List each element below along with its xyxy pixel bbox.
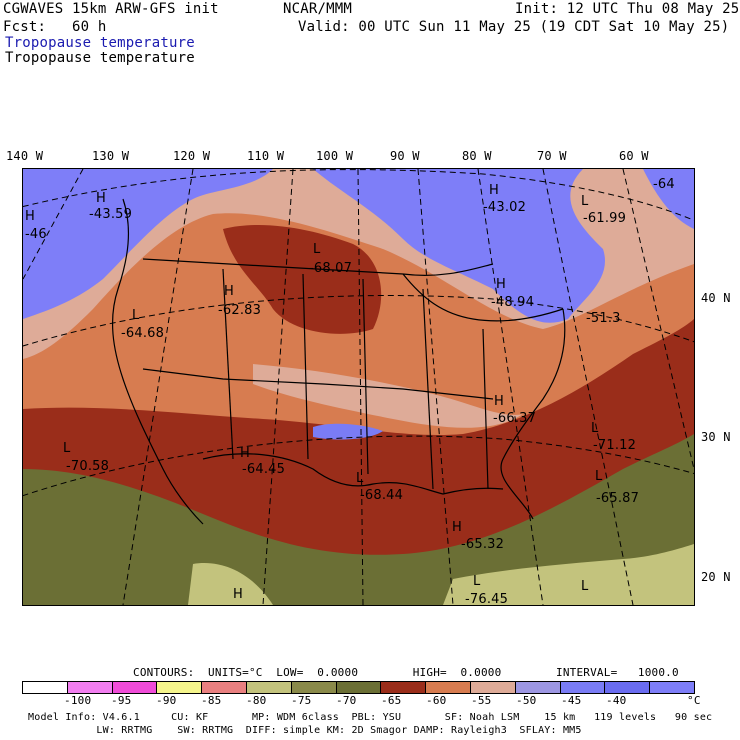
contour-value: -66.37 xyxy=(493,411,537,426)
high-marker: H xyxy=(240,446,250,461)
colorbar-label: -75 xyxy=(291,694,312,707)
contours-info: CONTOURS: UNITS=°C LOW= 0.0000 HIGH= 0.0… xyxy=(133,666,679,679)
colorbar-label: -90 xyxy=(156,694,177,707)
low-marker: L xyxy=(581,579,589,594)
field-pale-streak xyxy=(253,364,523,428)
contour-value: -61.99 xyxy=(583,211,627,226)
colorbar-swatch xyxy=(112,682,158,693)
colorbar-swatch xyxy=(426,682,471,693)
lon-label: 60 W xyxy=(619,149,649,163)
contour-value: -68.07 xyxy=(309,261,353,276)
contour-value: -71.12 xyxy=(593,438,637,453)
colorbar-swatch xyxy=(605,682,651,693)
colorbar-label: -85 xyxy=(201,694,222,707)
field-darkred-plains xyxy=(223,224,382,334)
model-info-line2: LW: RRTMG SW: RRTMG DIFF: simple KM: 2D … xyxy=(28,725,582,736)
low-marker: L xyxy=(63,441,71,456)
lon-label: 90 W xyxy=(390,149,420,163)
low-marker: L xyxy=(132,308,140,323)
contour-value: -68.44 xyxy=(360,488,404,503)
contour-value: -64.45 xyxy=(242,462,286,477)
colorbar-swatch xyxy=(23,682,68,693)
colorbar-label: -95 xyxy=(111,694,132,707)
low-marker: L xyxy=(313,242,321,257)
init-time: Init: 12 UTC Thu 08 May 25 xyxy=(515,1,740,17)
low-marker: L xyxy=(595,469,603,484)
colorbar xyxy=(22,681,695,694)
tropopause-temperature-map: H -43.59 H -46 H -43.02 L -61.99 -64 L -… xyxy=(22,168,695,606)
colorbar-label: -65 xyxy=(381,694,402,707)
field-purple-tx xyxy=(313,423,383,440)
model-info-line1: Model Info: V4.6.1 CU: KF MP: WDM 6class… xyxy=(28,712,713,723)
colorbar-swatch xyxy=(650,682,694,693)
low-marker: L xyxy=(581,194,589,209)
low-marker: L xyxy=(473,574,481,589)
contour-value: -51.3 xyxy=(586,311,621,326)
field-title-blue: Tropopause temperature xyxy=(5,35,195,51)
lon-label: 70 W xyxy=(537,149,567,163)
lon-label: 110 W xyxy=(247,149,285,163)
contour-value: -76.45 xyxy=(465,592,509,606)
field-title-black: Tropopause temperature xyxy=(5,50,195,66)
lon-label: 140 W xyxy=(6,149,44,163)
valid-time: Valid: 00 UTC Sun 11 May 25 (19 CDT Sat … xyxy=(298,19,730,35)
colorbar-unit: °C xyxy=(687,694,701,707)
contour-value: -43.02 xyxy=(483,200,527,215)
colorbar-swatch xyxy=(202,682,247,693)
colorbar-swatch xyxy=(291,682,337,693)
colorbar-label: -70 xyxy=(336,694,357,707)
high-marker: H xyxy=(25,209,35,224)
contour-value: -64 xyxy=(653,177,675,192)
field-purple-nw xyxy=(23,169,273,319)
colorbar-label: -55 xyxy=(471,694,492,707)
contour-value: -46 xyxy=(25,227,47,242)
field-purple-ne-far xyxy=(643,169,694,229)
field-olive-tropics xyxy=(23,434,694,605)
colorbar-label: -60 xyxy=(426,694,447,707)
lat-label: 30 N xyxy=(701,430,731,444)
contour-value: -65.32 xyxy=(461,537,505,552)
colorbar-label: -50 xyxy=(516,694,537,707)
high-marker: H xyxy=(96,191,106,206)
contour-value: -65.87 xyxy=(596,491,640,506)
colorbar-label: -100 xyxy=(64,694,92,707)
high-marker: H xyxy=(224,284,234,299)
colorbar-label: -80 xyxy=(246,694,267,707)
high-marker: H xyxy=(494,394,504,409)
model-title: CGWAVES 15km ARW-GFS init xyxy=(3,1,219,17)
field-lightolive-2 xyxy=(443,544,694,605)
colorbar-label: -45 xyxy=(561,694,582,707)
contour-value: -62.83 xyxy=(218,303,262,318)
contour-value: -48.94 xyxy=(491,295,535,310)
colorbar-swatch xyxy=(67,682,113,693)
colorbar-swatch xyxy=(381,682,427,693)
low-marker: L xyxy=(356,471,364,486)
colorbar-swatch xyxy=(470,682,516,693)
org-label: NCAR/MMM xyxy=(283,1,353,17)
colorbar-label: -40 xyxy=(606,694,627,707)
high-marker: H xyxy=(233,587,243,602)
lon-label: 120 W xyxy=(173,149,211,163)
forecast-hour: Fcst: 60 h xyxy=(3,19,107,35)
field-purple-ne xyxy=(313,169,605,323)
colorbar-swatch xyxy=(246,682,292,693)
colorbar-swatch xyxy=(336,682,382,693)
contour-value: -64.68 xyxy=(121,326,165,341)
colorbar-swatch xyxy=(515,682,561,693)
lat-label: 40 N xyxy=(701,291,731,305)
low-marker: L xyxy=(591,421,599,436)
colorbar-swatch xyxy=(560,682,606,693)
contour-value: -70.58 xyxy=(66,459,110,474)
contour-value: -43.59 xyxy=(89,207,133,222)
lon-label: 130 W xyxy=(92,149,130,163)
field-lightolive xyxy=(188,563,273,605)
high-marker: H xyxy=(489,183,499,198)
lon-label: 80 W xyxy=(462,149,492,163)
colorbar-swatch xyxy=(157,682,203,693)
high-marker: H xyxy=(496,277,506,292)
high-marker: H xyxy=(452,520,462,535)
lon-label: 100 W xyxy=(316,149,354,163)
lat-label: 20 N xyxy=(701,570,731,584)
